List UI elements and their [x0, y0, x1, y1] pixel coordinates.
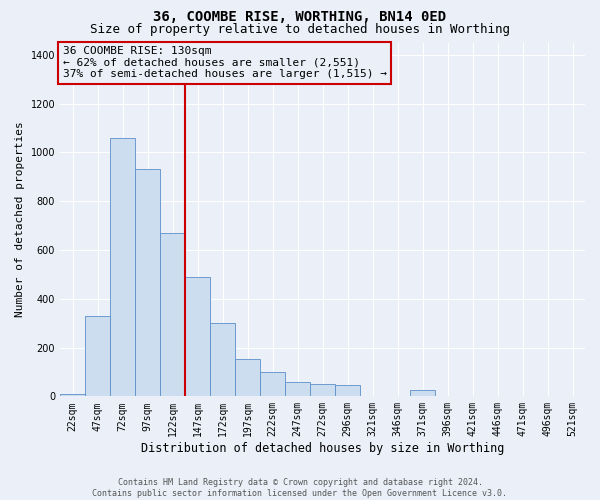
Bar [335, 386, 360, 396]
X-axis label: Distribution of detached houses by size in Worthing: Distribution of detached houses by size … [141, 442, 504, 455]
Bar [185, 277, 210, 396]
Bar [235, 358, 260, 397]
Text: 36, COOMBE RISE, WORTHING, BN14 0ED: 36, COOMBE RISE, WORTHING, BN14 0ED [154, 10, 446, 24]
Bar [60, 394, 85, 396]
Text: Size of property relative to detached houses in Worthing: Size of property relative to detached ho… [90, 22, 510, 36]
Bar [110, 138, 135, 396]
Bar [135, 170, 160, 396]
Bar [285, 382, 310, 396]
Bar [410, 390, 435, 396]
Text: 36 COOMBE RISE: 130sqm
← 62% of detached houses are smaller (2,551)
37% of semi-: 36 COOMBE RISE: 130sqm ← 62% of detached… [62, 46, 386, 79]
Bar [210, 323, 235, 396]
Y-axis label: Number of detached properties: Number of detached properties [15, 122, 25, 318]
Bar [85, 316, 110, 396]
Bar [310, 384, 335, 396]
Bar [260, 372, 285, 396]
Text: Contains HM Land Registry data © Crown copyright and database right 2024.
Contai: Contains HM Land Registry data © Crown c… [92, 478, 508, 498]
Bar [160, 233, 185, 396]
